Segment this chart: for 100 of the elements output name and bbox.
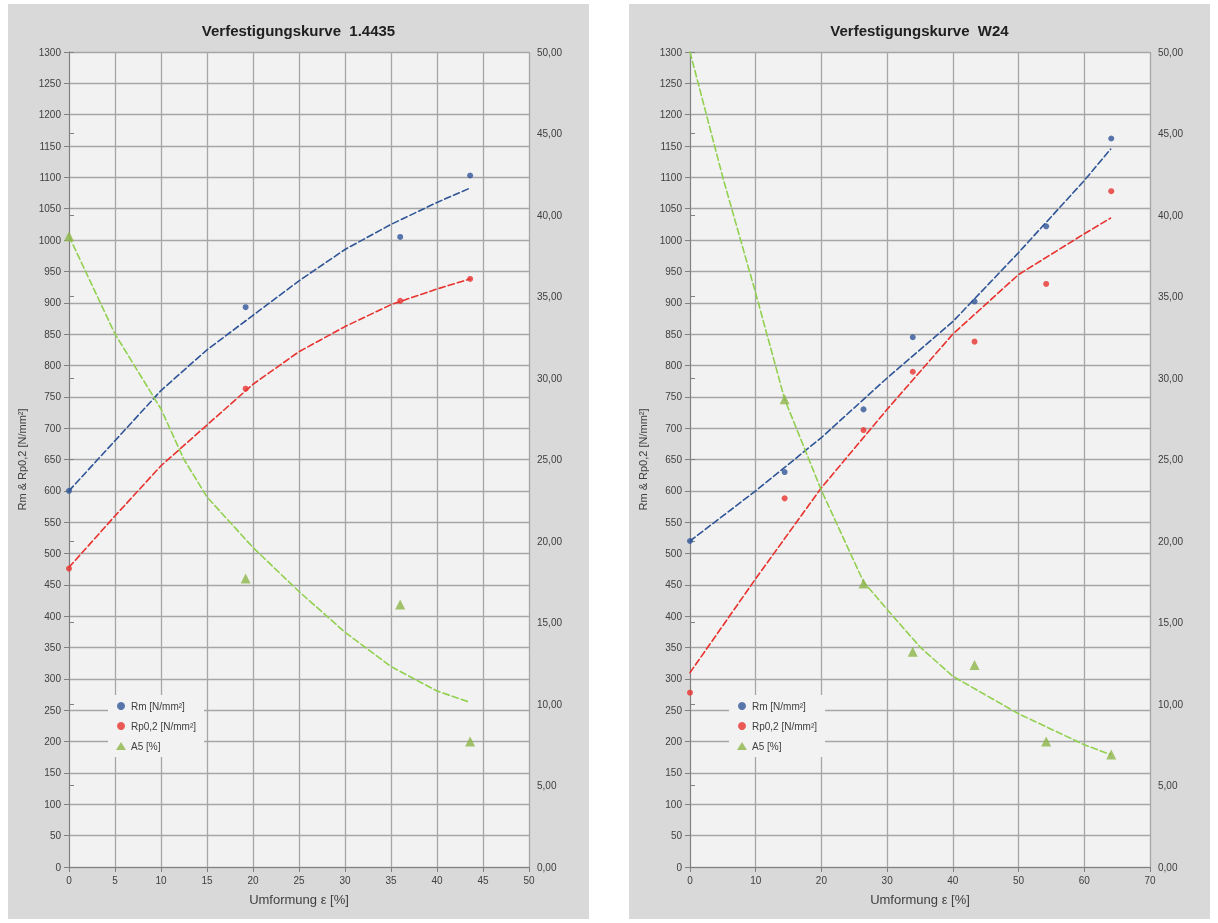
x-tick-label: 60 — [1078, 874, 1091, 886]
y-tick-label: 700 — [44, 422, 62, 434]
y-tick-label: 950 — [665, 265, 683, 277]
y-tick-label: 1150 — [660, 140, 683, 152]
x-tick-label: 5 — [112, 874, 119, 886]
y-tick-label: 400 — [665, 610, 683, 622]
y-tick-label: 300 — [665, 673, 683, 685]
x-tick-label: 0 — [66, 874, 73, 886]
point — [779, 394, 790, 405]
legend-label: A5 [%] — [752, 740, 782, 752]
y-tick-label: 0 — [676, 861, 683, 873]
y2-tick-label: 15,00 — [537, 617, 563, 628]
point — [781, 495, 788, 502]
y2-tick-label: 20,00 — [1158, 535, 1184, 547]
x-tick-label: 30 — [881, 874, 894, 886]
legend-label: Rm [N/mm²] — [752, 700, 807, 712]
y2-tick-label: 30,00 — [537, 372, 563, 384]
x-tick-label: 15 — [201, 874, 213, 886]
point — [971, 298, 978, 305]
y2-tick-label: 35,00 — [537, 291, 563, 302]
y2-tick-label: 25,00 — [537, 454, 563, 465]
x-tick-label: 10 — [155, 874, 167, 886]
y-tick-label: 750 — [665, 391, 683, 403]
y-tick-label: 1200 — [659, 109, 683, 121]
y-tick-label: 1150 — [39, 140, 62, 152]
chart-title: Verfestigungskurve W24 — [830, 22, 1010, 39]
chart-title: Verfestigungskurve 1.4435 — [201, 22, 396, 39]
point — [66, 487, 72, 494]
x-tick-label: 25 — [293, 874, 305, 886]
y-tick-label: 400 — [44, 610, 62, 622]
y-tick-label: 550 — [665, 516, 683, 528]
y-tick-label: 50 — [49, 830, 62, 842]
x-tick-label: 45 — [477, 874, 489, 886]
y-tick-label: 900 — [44, 297, 62, 309]
point — [64, 231, 74, 242]
point — [66, 565, 72, 572]
y-tick-label: 1100 — [39, 171, 62, 183]
y2-tick-label: 0,00 — [1158, 861, 1178, 873]
point — [242, 304, 249, 311]
point — [465, 736, 476, 747]
y-tick-label: 750 — [44, 391, 62, 403]
y-tick-label: 350 — [665, 642, 683, 654]
y-tick-label: 500 — [44, 548, 62, 560]
y-tick-label: 550 — [44, 516, 62, 528]
y-tick-label: 1200 — [38, 109, 62, 121]
y2-tick-label: 0,00 — [537, 861, 557, 873]
y-tick-label: 100 — [665, 798, 683, 810]
y-tick-label: 800 — [665, 359, 683, 371]
y-tick-label: 650 — [44, 454, 62, 465]
y2-tick-label: 20,00 — [537, 535, 563, 547]
y-tick-label: 600 — [44, 485, 62, 497]
x-axis-title: Umformung ε [%] — [870, 892, 970, 907]
y-tick-label: 300 — [44, 673, 62, 685]
x-axis-title: Umformung ε [%] — [249, 892, 349, 907]
point — [687, 689, 693, 696]
y2-tick-label: 25,00 — [1158, 454, 1184, 465]
point — [909, 334, 916, 341]
legend-label: Rp0,2 [N/mm²] — [131, 720, 197, 732]
y-tick-label: 150 — [44, 767, 62, 779]
y-tick-label: 450 — [665, 579, 683, 591]
x-tick-label: 35 — [385, 874, 397, 886]
point — [397, 233, 404, 240]
y-tick-label: 100 — [44, 798, 62, 810]
point — [860, 427, 867, 434]
point — [969, 659, 980, 670]
x-tick-label: 20 — [815, 874, 828, 886]
point — [1041, 736, 1052, 747]
x-tick-label: 50 — [523, 874, 535, 886]
x-tick-label: 50 — [1013, 874, 1025, 886]
point — [1106, 749, 1117, 760]
y-tick-label: 900 — [665, 297, 683, 309]
y-tick-label: 1000 — [38, 234, 62, 246]
y-axis-title: Rm & Rp0,2 [N/mm²] — [15, 408, 28, 511]
y2-tick-label: 5,00 — [537, 780, 557, 791]
line-series — [689, 217, 1112, 674]
y-tick-label: 650 — [665, 454, 683, 465]
x-tick-label: 10 — [750, 874, 762, 886]
point — [397, 297, 404, 304]
y-tick-label: 1050 — [38, 203, 62, 215]
y2-tick-label: 50,00 — [537, 46, 563, 58]
x-tick-label: 40 — [431, 874, 443, 886]
y-tick-label: 1050 — [659, 203, 683, 215]
point — [1043, 280, 1050, 287]
y2-tick-label: 45,00 — [537, 128, 563, 139]
point — [909, 368, 916, 375]
y2-tick-label: 40,00 — [537, 209, 563, 221]
y-tick-label: 200 — [44, 736, 62, 748]
point — [467, 275, 474, 282]
y-tick-label: 500 — [665, 548, 683, 560]
y-tick-label: 350 — [44, 642, 62, 654]
y-tick-label: 250 — [665, 704, 683, 716]
point — [781, 469, 788, 476]
y-tick-label: 700 — [665, 422, 683, 434]
legend-label: Rp0,2 [N/mm²] — [752, 720, 818, 732]
y2-tick-label: 40,00 — [1158, 209, 1184, 221]
y-tick-label: 850 — [665, 328, 683, 340]
x-tick-label: 70 — [1144, 874, 1156, 886]
y-axis-title: Rm & Rp0,2 [N/mm²] — [636, 408, 649, 511]
y-tick-label: 50 — [670, 830, 683, 842]
y-tick-label: 800 — [44, 359, 62, 371]
